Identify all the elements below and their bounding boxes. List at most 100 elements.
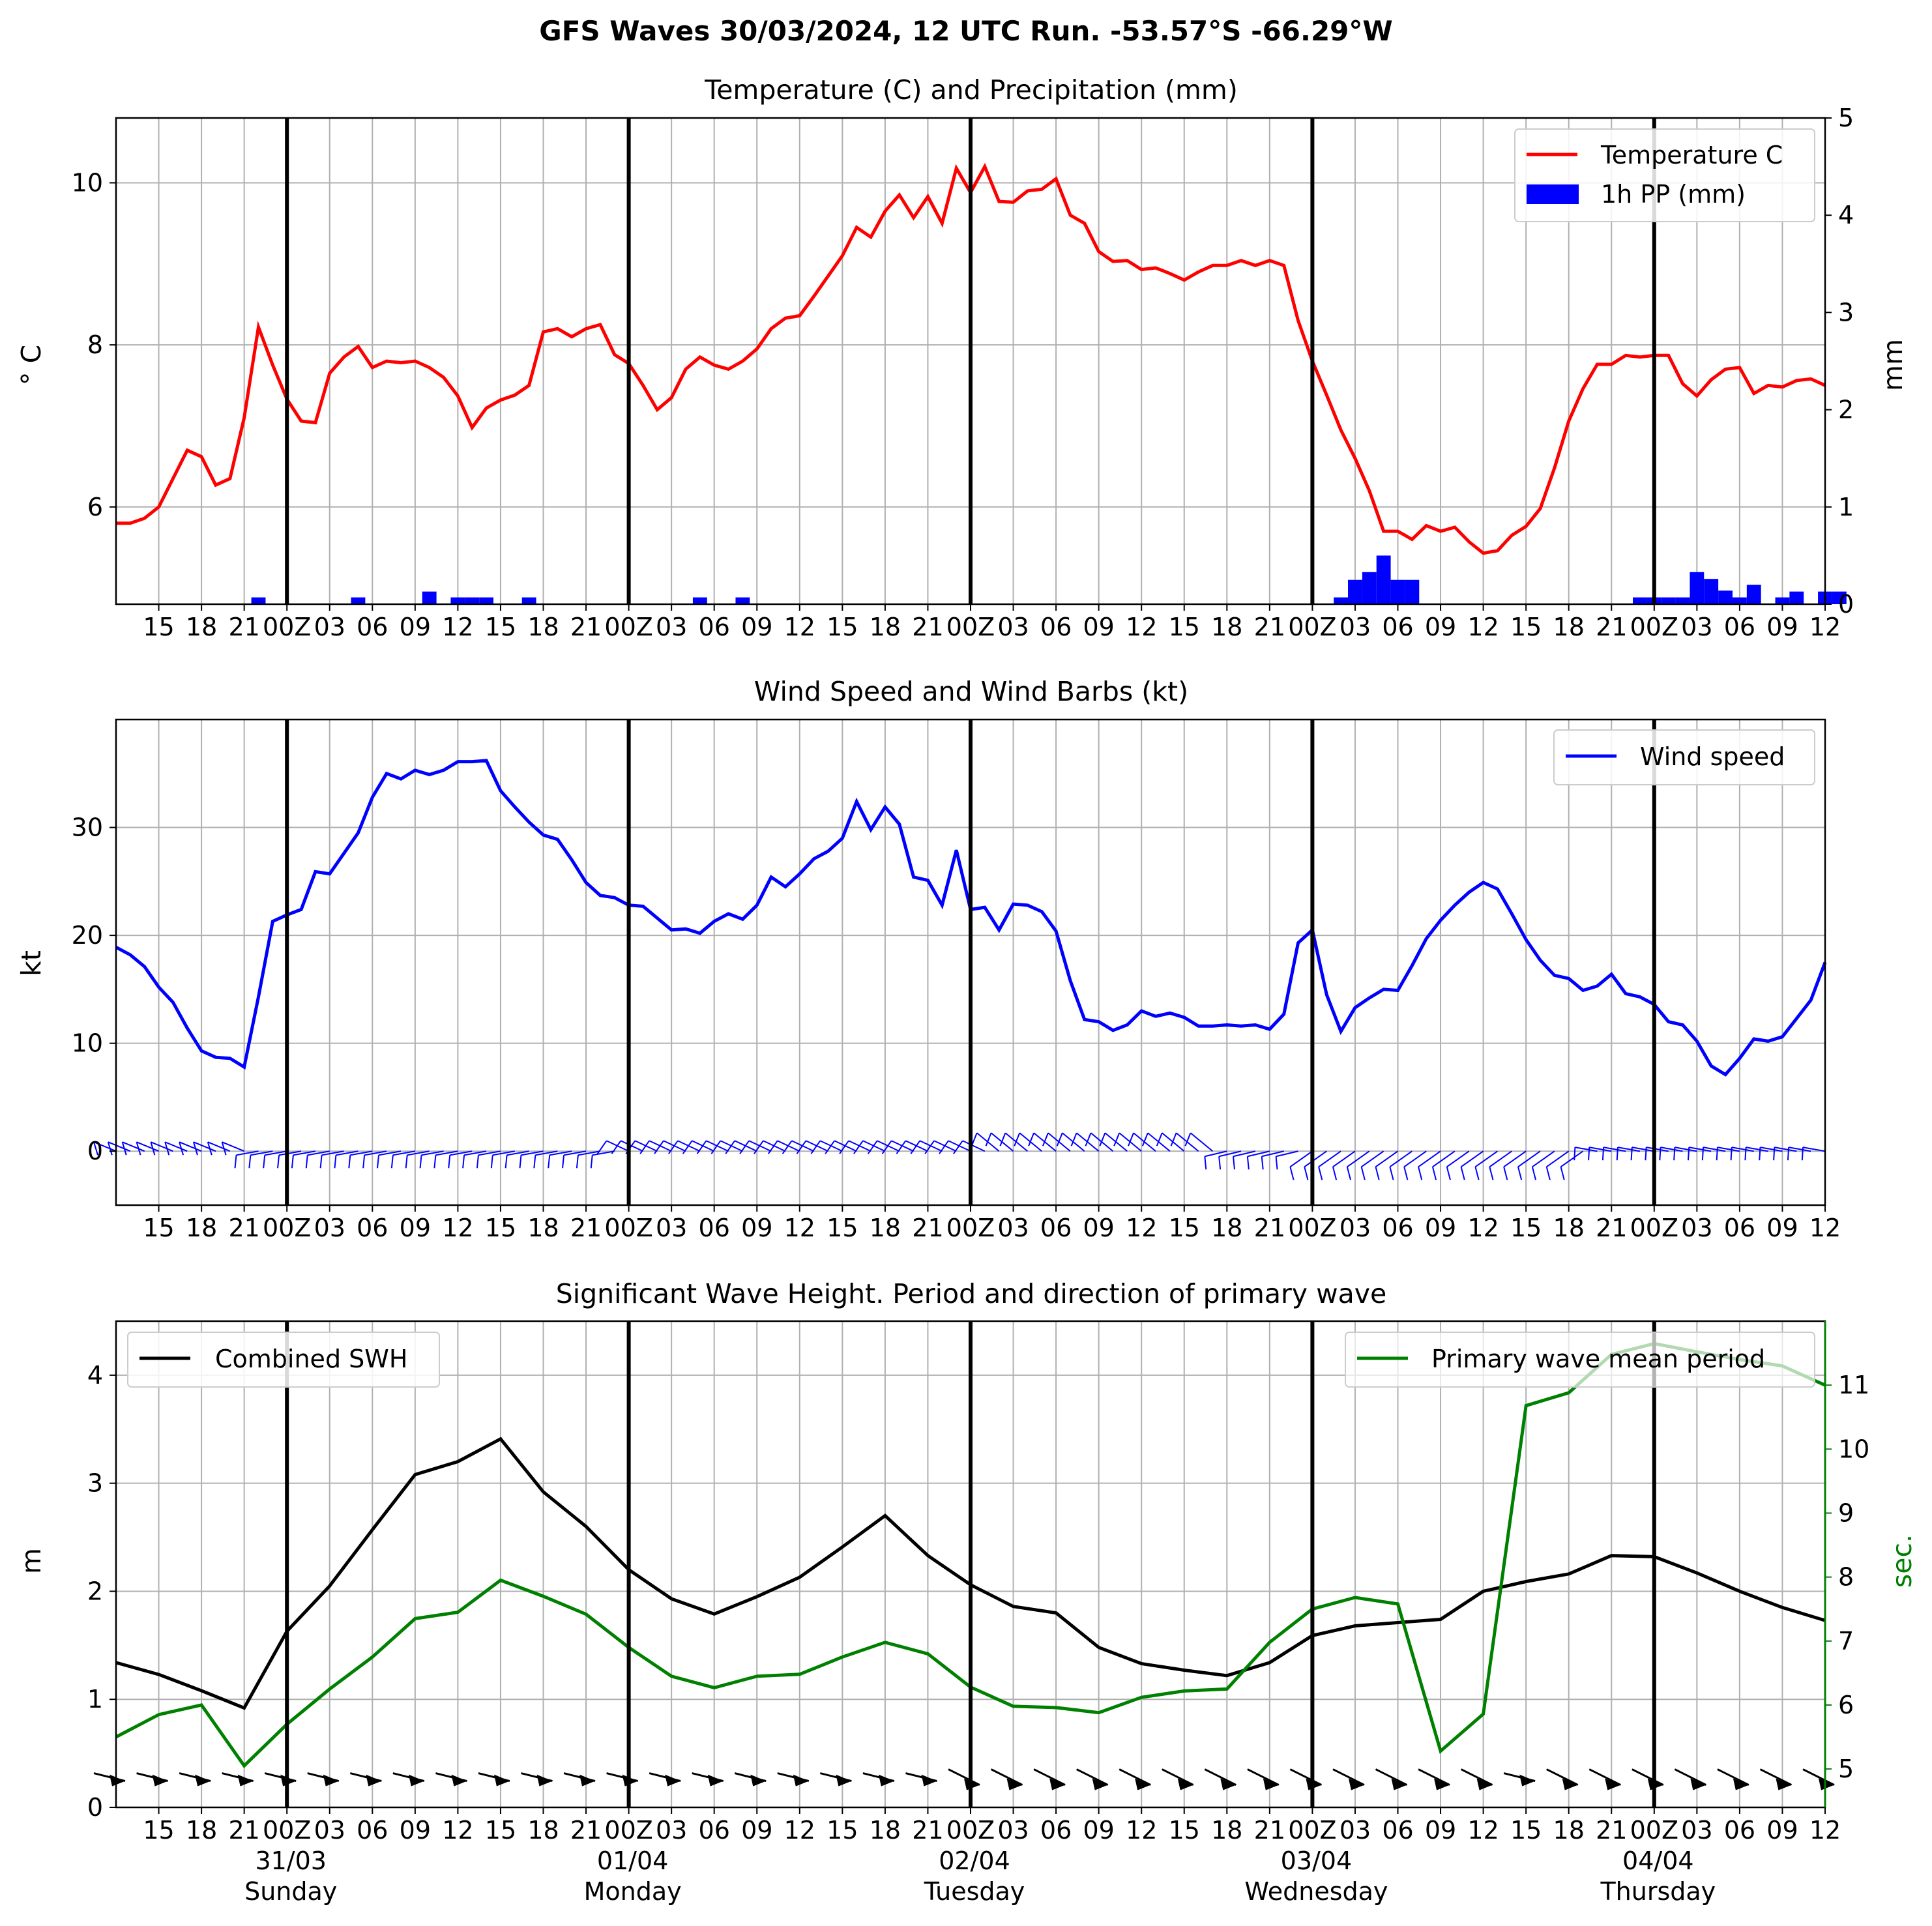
- wind-barbs: [93, 1132, 1826, 1180]
- wind-barb: [1233, 1150, 1256, 1158]
- wind-barb-flag: [1531, 1166, 1537, 1180]
- wave-arrow: [1632, 1768, 1664, 1786]
- wave-panel-title: Significant Wave Height. Period and dire…: [556, 1278, 1387, 1309]
- wind-barb: [378, 1150, 402, 1156]
- wind-barb-flag: [853, 1140, 864, 1154]
- x-tick-label: 09: [400, 1816, 431, 1845]
- wind-barb: [207, 1141, 231, 1152]
- wind-barb-flag: [207, 1141, 212, 1156]
- wind-barb-flag: [1716, 1147, 1718, 1161]
- wind-barb: [1731, 1146, 1754, 1152]
- wind-barb: [535, 1150, 558, 1156]
- x-tick-label: 21: [1596, 1214, 1627, 1242]
- wind-barb-flag: [519, 1155, 522, 1169]
- wave-arrow-head: [1562, 1778, 1578, 1790]
- wind-barb: [293, 1150, 316, 1156]
- x-tick-label: 18: [527, 613, 559, 641]
- wind-barb-flag: [1070, 1132, 1077, 1146]
- y2-tick-label: 0: [1838, 590, 1854, 619]
- wave-arrow: [1076, 1768, 1109, 1786]
- precip-bar: [1675, 597, 1690, 604]
- wind-barb-flag: [810, 1140, 821, 1154]
- precip-bar: [465, 597, 480, 604]
- wind-barb: [1418, 1150, 1441, 1168]
- wind-barb-flag: [419, 1155, 422, 1169]
- wind-barb: [1689, 1146, 1712, 1152]
- wind-barb: [1589, 1146, 1612, 1152]
- x-tick-label: 21: [1254, 1816, 1285, 1845]
- y-tick-label: 0: [87, 1793, 103, 1822]
- precip-bar: [1775, 597, 1790, 604]
- wind-barb-flag: [881, 1140, 892, 1154]
- wind-barb: [1675, 1146, 1697, 1152]
- y-tick-label: 10: [72, 168, 103, 197]
- wind-barb-flag: [305, 1155, 308, 1169]
- wave-arrow: [1375, 1768, 1408, 1786]
- x-tick-label: 06: [357, 1816, 388, 1845]
- wind-panel: Wind Speed and Wind Barbs (kt) kt 15 18 21…: [16, 676, 1841, 1242]
- wave-arrow-head: [536, 1774, 553, 1787]
- precip-bar: [1732, 597, 1747, 604]
- wind-barb-flag: [1474, 1166, 1480, 1180]
- wind-barb-flag: [1801, 1147, 1804, 1161]
- y2-tick-label: 11: [1838, 1371, 1869, 1399]
- wind-barb: [236, 1150, 259, 1156]
- wind-barb-flag: [319, 1155, 323, 1169]
- wind-barb: [1304, 1150, 1327, 1168]
- wind-barb-flag: [1346, 1166, 1351, 1180]
- wind-barb: [1802, 1146, 1826, 1152]
- day-name-label: Wednesday: [1244, 1877, 1388, 1906]
- wind-barb-flag: [1431, 1166, 1437, 1180]
- x-tick-label: 18: [870, 613, 901, 641]
- y-tick-label: 8: [87, 330, 103, 359]
- wind-barb: [1474, 1150, 1499, 1168]
- wind-barb-flag: [1085, 1132, 1092, 1146]
- wind-barb-flag: [334, 1155, 337, 1169]
- wind-barb-flag: [548, 1155, 551, 1169]
- legend-swh: Combined SWH: [215, 1345, 407, 1373]
- x-tick-label: 03: [1681, 613, 1712, 641]
- x-tick-label: 09: [741, 613, 772, 641]
- wind-barb-flag: [1233, 1156, 1235, 1170]
- wind-barb-flag: [1730, 1147, 1733, 1161]
- wind-barb-flag: [782, 1140, 793, 1154]
- wave-arrow-head: [665, 1774, 681, 1787]
- wind-barb: [1432, 1150, 1456, 1168]
- wind-barb-flag: [179, 1141, 184, 1156]
- wind-barb: [1289, 1150, 1313, 1168]
- x-tick-label: 18: [1211, 613, 1242, 641]
- precip-bar: [692, 597, 707, 604]
- wave-arrow-head: [1605, 1778, 1621, 1790]
- wave-arrow: [1418, 1768, 1450, 1786]
- x-tick-label: 03: [656, 1214, 687, 1242]
- wind-barb: [450, 1150, 473, 1156]
- wind-barb-flag: [939, 1140, 949, 1154]
- wind-barb-flag: [150, 1141, 156, 1156]
- wind-barb: [1646, 1146, 1669, 1152]
- x-tick-label: 00Z: [1288, 1214, 1336, 1242]
- wave-panel: Significant Wave Height. Period and dire…: [16, 1278, 1918, 1906]
- x-tick-label: 09: [1083, 1214, 1114, 1242]
- wave-arrow-head: [878, 1774, 894, 1787]
- x-tick-label: 15: [1169, 613, 1200, 641]
- x-tick-label: 00Z: [946, 1214, 995, 1242]
- precip-bar: [735, 597, 750, 604]
- wind-barb-flag: [682, 1140, 693, 1154]
- wind-barb: [1632, 1146, 1654, 1152]
- wind-barb-flag: [221, 1141, 227, 1156]
- wind-barb-flag: [405, 1155, 408, 1169]
- wind-barb-flag: [1128, 1132, 1134, 1146]
- wind-barb-flag: [1588, 1147, 1590, 1161]
- wave-arrow-head: [110, 1774, 125, 1787]
- x-tick-label: 09: [400, 1214, 431, 1242]
- wave-arrow-head: [707, 1774, 724, 1787]
- wind-barb: [1205, 1150, 1227, 1158]
- y2-tick-label: 5: [1838, 104, 1854, 132]
- wind-barb: [364, 1150, 387, 1156]
- wind-barb-flag: [1056, 1132, 1063, 1146]
- precip-bar: [1661, 597, 1676, 604]
- wave-arrow-head: [152, 1774, 168, 1787]
- wind-barb-flag: [476, 1155, 479, 1169]
- wave-arrow-head: [793, 1774, 809, 1787]
- wind-barb-flag: [1787, 1147, 1790, 1161]
